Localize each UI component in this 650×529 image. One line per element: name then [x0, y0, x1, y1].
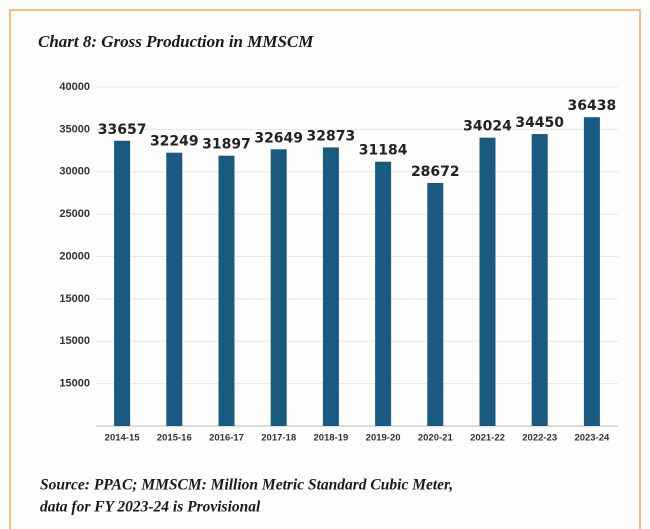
x-tick-label: 2021-22 [470, 433, 505, 444]
value-label: 32249 [150, 134, 199, 150]
frame [9, 9, 641, 529]
y-tick-label: 30000 [59, 166, 90, 178]
bar [531, 134, 548, 426]
source-note: Source: PPAC; MMSCM: Million Metric Stan… [40, 477, 453, 494]
source-note: data for FY 2023-24 is Provisional [40, 499, 261, 516]
value-label: 34450 [515, 115, 564, 131]
bar [166, 152, 183, 426]
y-tick-label: 20000 [59, 250, 90, 262]
bar [427, 183, 444, 426]
x-tick-label: 2019-20 [366, 433, 401, 444]
bar [322, 147, 339, 427]
bar [375, 161, 392, 426]
y-tick-label: 15000 [59, 378, 90, 390]
value-label: 32649 [254, 130, 303, 146]
bar [114, 140, 131, 426]
value-label: 32873 [307, 128, 356, 144]
y-tick-label: 35000 [59, 123, 90, 135]
y-tick-label: 25000 [59, 208, 90, 220]
x-tick-label: 2016-17 [209, 433, 244, 444]
x-tick-label: 2020-21 [418, 433, 454, 444]
value-label: 31897 [202, 137, 251, 153]
y-tick-label: 40000 [59, 81, 90, 93]
bar [583, 117, 600, 426]
y-tick-label: 15000 [59, 293, 90, 305]
y-tick-label: 15000 [59, 335, 90, 347]
value-label: 34024 [463, 119, 512, 135]
bar [218, 155, 235, 427]
x-tick-label: 2018-19 [313, 433, 348, 444]
chart-title: Chart 8: Gross Production in MMSCM [38, 32, 314, 51]
value-label: 36438 [568, 98, 617, 114]
x-tick-label: 2017-18 [261, 433, 296, 444]
x-tick-label: 2015-16 [157, 433, 192, 444]
value-label: 31184 [359, 143, 408, 159]
value-label: 33657 [98, 122, 147, 138]
x-tick-label: 2022-23 [522, 433, 557, 444]
x-tick-label: 2014-15 [105, 433, 141, 444]
value-label: 28672 [411, 164, 460, 180]
bar [270, 149, 287, 426]
x-tick-label: 2023-24 [574, 433, 610, 444]
bar [479, 137, 496, 426]
